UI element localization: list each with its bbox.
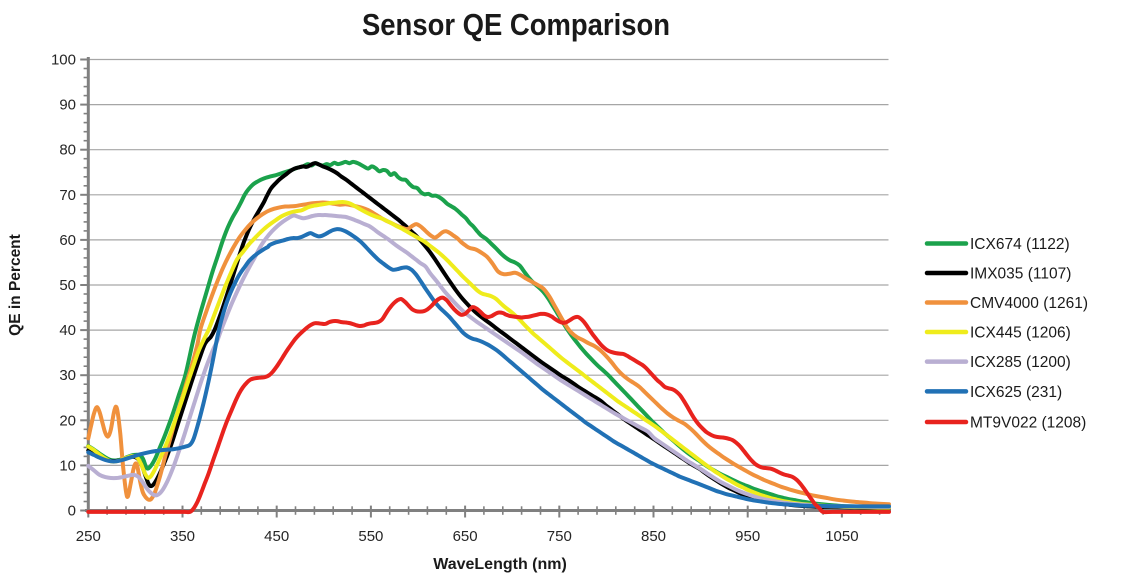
svg-text:100: 100 [51, 52, 76, 69]
svg-text:ICX674 (1122): ICX674 (1122) [970, 236, 1070, 253]
svg-text:50: 50 [59, 277, 76, 294]
svg-text:0: 0 [68, 503, 76, 520]
svg-text:1050: 1050 [825, 528, 858, 545]
svg-text:250: 250 [76, 528, 101, 545]
svg-text:IMX035 (1107): IMX035 (1107) [970, 266, 1071, 283]
svg-text:20: 20 [59, 412, 76, 429]
svg-text:10: 10 [59, 457, 76, 474]
svg-text:950: 950 [735, 528, 760, 545]
svg-text:90: 90 [59, 97, 76, 114]
svg-text:40: 40 [59, 322, 76, 339]
svg-text:ICX625 (231): ICX625 (231) [970, 384, 1062, 401]
svg-text:750: 750 [547, 528, 572, 545]
svg-text:Sensor QE Comparison: Sensor QE Comparison [362, 7, 670, 42]
svg-text:QE in Percent: QE in Percent [7, 234, 24, 336]
svg-text:70: 70 [59, 187, 76, 204]
svg-text:CMV4000 (1261): CMV4000 (1261) [970, 295, 1088, 312]
svg-text:MT9V022 (1208): MT9V022 (1208) [970, 415, 1086, 432]
svg-text:650: 650 [453, 528, 478, 545]
svg-text:80: 80 [59, 142, 76, 159]
svg-text:450: 450 [264, 528, 289, 545]
svg-text:350: 350 [170, 528, 195, 545]
svg-text:ICX285 (1200): ICX285 (1200) [970, 354, 1071, 371]
svg-text:60: 60 [59, 232, 76, 249]
svg-text:550: 550 [358, 528, 383, 545]
svg-text:850: 850 [641, 528, 666, 545]
svg-text:ICX445 (1206): ICX445 (1206) [970, 325, 1071, 342]
svg-text:WaveLength (nm): WaveLength (nm) [433, 556, 567, 573]
svg-text:30: 30 [59, 367, 76, 384]
